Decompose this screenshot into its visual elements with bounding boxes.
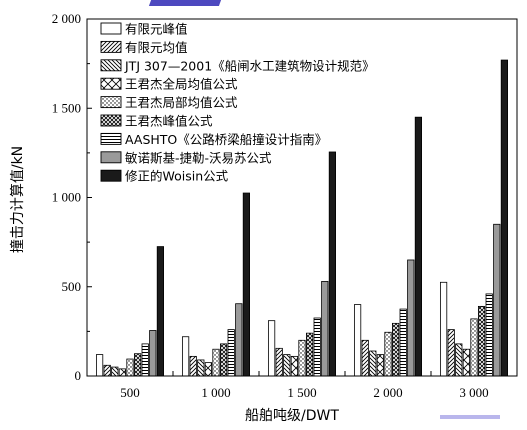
legend-swatch-5 [100, 96, 122, 109]
bar-6-5 [477, 305, 486, 377]
legend-swatch-8 [100, 151, 122, 164]
bar-7-1 [141, 343, 149, 377]
legend-swatch-1 [100, 22, 122, 35]
bar-4-4 [376, 354, 385, 377]
legend-swatch-7 [100, 132, 122, 145]
bar-4-5 [462, 348, 471, 377]
bar-5-4 [384, 331, 392, 377]
legend-swatch-9 [100, 169, 122, 182]
bar-8-2 [235, 303, 243, 377]
bar-7-4 [399, 308, 407, 377]
legend-swatch-6 [100, 114, 122, 127]
bar-8-5 [493, 223, 501, 377]
bar-7-3 [313, 317, 321, 377]
bar-6-1 [133, 353, 142, 377]
bar-1-4 [353, 304, 362, 377]
legend-label-4: 王君杰全局均值公式 [125, 77, 238, 92]
y-tick-label: 1 500 [52, 100, 81, 115]
legend-label-8: 敏诺斯基-捷勒-沃易苏公式 [125, 150, 272, 165]
bar-6-3 [305, 332, 314, 377]
legend-label-9: 修正的Woisin公式 [125, 169, 229, 184]
bar-2-5 [447, 329, 455, 377]
bar-9-2 [242, 192, 250, 377]
bar-3-1 [111, 366, 119, 377]
bar-4-2 [204, 362, 212, 377]
bar-1-2 [181, 336, 190, 377]
legend-swatch-4 [100, 77, 122, 90]
bar-2-3 [275, 347, 283, 377]
y-axis-title: 撞击力计算值/kN [10, 146, 26, 253]
bar-2-4 [361, 339, 369, 377]
bar-5-3 [298, 339, 306, 377]
y-tick-label: 0 [75, 368, 82, 383]
legend-label-6: 王君杰峰值公式 [125, 114, 213, 129]
legend-label-3: JTJ 307—2001《船闸水工建筑物设计规范》 [124, 58, 375, 73]
legend-label-1: 有限元峰值 [125, 22, 188, 37]
bar-5-2 [212, 348, 220, 377]
bar-3-2 [197, 359, 205, 377]
bar-3-3 [283, 354, 291, 377]
bar-2-2 [189, 355, 197, 377]
bar-9-5 [500, 59, 509, 377]
bar-9-4 [414, 116, 423, 377]
x-tick-label: 2 000 [373, 385, 402, 400]
bar-7-5 [485, 293, 493, 377]
x-tick-label: 3 000 [459, 385, 488, 400]
legend-swatch-3 [100, 59, 122, 72]
legend-swatch-2 [100, 40, 122, 53]
bar-1-3 [267, 320, 276, 377]
bars-layer [96, 59, 509, 377]
y-tick-label: 500 [62, 279, 82, 294]
bar-3-5 [455, 343, 463, 377]
bar-5-5 [470, 318, 478, 377]
bar-5-1 [126, 358, 134, 377]
x-axis-title: 船舶吨级/DWT [245, 408, 339, 424]
x-tick-label: 500 [120, 385, 140, 400]
bar-1-1 [96, 354, 104, 377]
bar-2-1 [103, 364, 111, 377]
bar-6-4 [391, 322, 400, 377]
bar-8-1 [149, 330, 157, 377]
legend-label-7: AASHTO《公路桥梁船撞设计指南》 [125, 132, 327, 147]
axes-layer: 0 500 1 000 1 500 2 000 500 1 000 1 500 2 000 3 0… [10, 11, 518, 424]
bar-4-3 [290, 355, 299, 377]
x-tick-label: 1 500 [287, 385, 316, 400]
bar-7-2 [227, 329, 235, 377]
bar-3-4 [369, 350, 377, 377]
x-tick-label: 1 000 [201, 385, 230, 400]
bar-6-2 [219, 343, 228, 377]
y-tick-label: 2 000 [52, 11, 81, 26]
y-tick-label: 1 000 [52, 190, 81, 205]
bar-1-5 [439, 281, 448, 377]
bar-9-1 [156, 246, 164, 377]
bar-8-3 [321, 280, 329, 377]
legend-label-5: 王君杰局部均值公式 [125, 95, 238, 110]
bar-4-1 [118, 368, 126, 377]
bar-9-3 [328, 151, 337, 377]
bar-8-4 [407, 259, 415, 377]
legend-label-2: 有限元均值 [125, 40, 188, 55]
